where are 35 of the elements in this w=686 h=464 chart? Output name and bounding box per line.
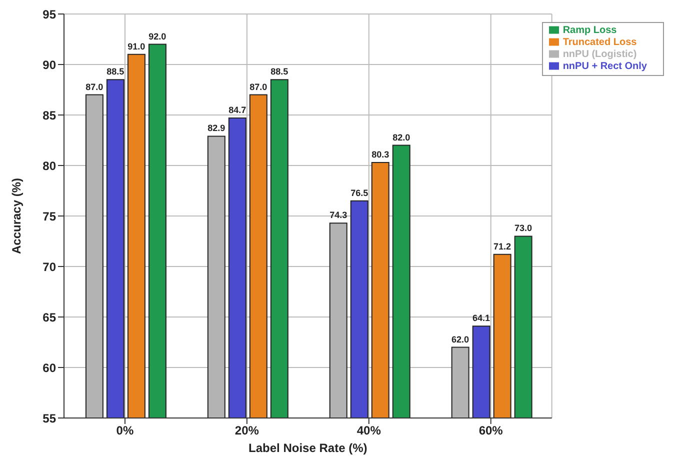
y-axis-title: Accuracy (%) xyxy=(9,178,24,254)
x-tick-label: 20% xyxy=(234,424,260,438)
data-label: 91.0 xyxy=(128,41,146,52)
y-tick-label: 90 xyxy=(42,58,56,72)
legend-label: Truncated Loss xyxy=(562,37,637,48)
y-tick-label: 75 xyxy=(42,209,56,224)
data-label: 88.5 xyxy=(270,66,288,77)
data-label: 92.0 xyxy=(148,31,166,42)
y-tick-label: 65 xyxy=(42,310,56,324)
x-axis-title: Label Noise Rate (%) xyxy=(248,441,368,455)
y-tick-label: 70 xyxy=(42,260,56,274)
y-tick-label: 95 xyxy=(42,7,56,22)
y-tick-label: 85 xyxy=(42,108,56,122)
y-tick-label: 55 xyxy=(42,411,56,426)
data-label: 76.5 xyxy=(350,188,368,198)
x-tick-label: 0% xyxy=(116,424,134,438)
data-label: 87.0 xyxy=(250,82,268,92)
data-label: 82.0 xyxy=(392,132,410,142)
data-label: 74.3 xyxy=(330,210,348,220)
data-label: 62.0 xyxy=(452,334,470,344)
data-label: 87.0 xyxy=(86,82,104,92)
x-tick-label: 40% xyxy=(356,424,382,438)
y-tick-label: 60 xyxy=(42,360,56,375)
data-label: 64.1 xyxy=(472,313,490,324)
x-tick-label: 60% xyxy=(478,424,504,438)
y-tick-label: 80 xyxy=(42,158,56,173)
data-label: 80.3 xyxy=(372,149,390,160)
data-label: 73.0 xyxy=(514,223,532,234)
legend-label: Ramp Loss xyxy=(562,25,617,36)
data-label: 82.9 xyxy=(208,123,226,134)
legend-label: nnPU + Rect Only xyxy=(562,61,647,72)
data-label: 88.5 xyxy=(106,66,124,77)
legend-label: nnPU (Logistic) xyxy=(562,49,637,60)
data-label: 84.7 xyxy=(228,105,246,116)
data-label: 71.2 xyxy=(494,241,512,252)
